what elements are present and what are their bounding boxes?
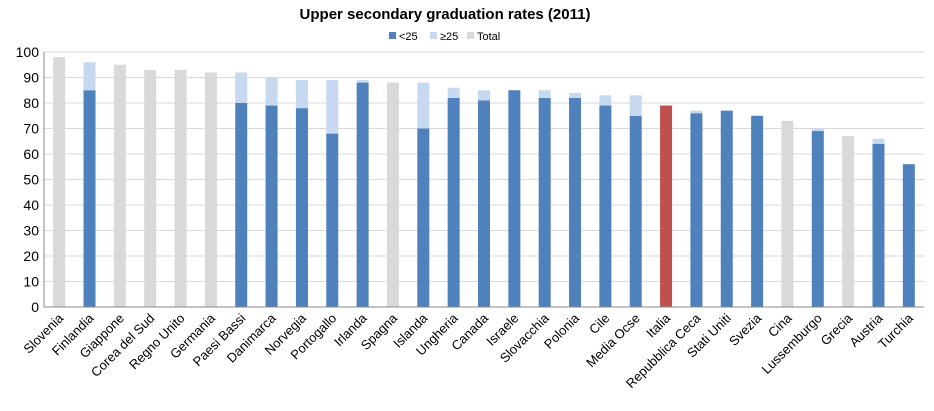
- bar-lt25-stati-uniti: [720, 110, 733, 308]
- bar-ge25-ungheria: [447, 87, 460, 98]
- bar-ge25-austria: [872, 138, 885, 144]
- x-tick-label: Polonia: [541, 310, 583, 352]
- bar-ge25-repubblica-ceca: [690, 110, 703, 114]
- bar-ge25-slovacchia: [538, 90, 551, 98]
- bar-lt25-austria: [872, 143, 885, 307]
- bar-lt25-norvegia: [295, 108, 308, 307]
- bar-lt25-finlandia: [83, 90, 96, 307]
- x-tick-label: Svezia: [726, 310, 765, 349]
- y-tick-label-70: 70: [23, 121, 39, 137]
- bar-total-corea-del-sud: [144, 69, 157, 307]
- bar-ge25-cile: [599, 95, 612, 106]
- y-tick-label-80: 80: [23, 95, 39, 111]
- bar-total-germania: [204, 72, 217, 308]
- bar-lt25-slovacchia: [538, 97, 551, 308]
- bar-total-regno-unito: [174, 69, 187, 307]
- bar-total-spagna: [386, 82, 399, 307]
- bar-lt25-danimarca: [265, 105, 278, 307]
- y-tick-label-50: 50: [23, 172, 39, 188]
- bar-ge25-finlandia: [83, 62, 96, 91]
- y-tick-label-100: 100: [16, 44, 40, 60]
- y-tick-label-30: 30: [23, 223, 39, 239]
- y-tick-label-40: 40: [23, 197, 39, 213]
- bar-lt25-cile: [599, 105, 612, 307]
- bar-lt25-svezia: [751, 115, 764, 307]
- bar-lt25-paesi-bassi: [235, 103, 248, 307]
- chart-title: Upper secondary graduation rates (2011): [300, 6, 591, 23]
- x-tick-label: Turchia: [875, 310, 916, 351]
- y-tick-label-20: 20: [23, 248, 39, 264]
- legend-label-lt25: <25: [399, 31, 418, 43]
- y-tick-label-60: 60: [23, 146, 39, 162]
- y-tick-label-10: 10: [23, 274, 39, 290]
- legend-label-total: Total: [477, 31, 500, 43]
- bar-ge25-polonia: [569, 92, 582, 98]
- bar-ge25-paesi-bassi: [235, 72, 248, 103]
- bar-total-slovenia: [53, 57, 66, 307]
- bar-ge25-islanda: [417, 82, 430, 129]
- bar-ge25-canada: [478, 90, 490, 101]
- bar-lt25-portogallo: [326, 133, 339, 307]
- bar-lt25-irlanda: [356, 82, 369, 307]
- legend-label-ge25: ≥25: [440, 31, 458, 43]
- bar-ge25-norvegia: [295, 80, 308, 109]
- bar-ge25-lussemburgo: [811, 128, 824, 132]
- bar-ge25-danimarca: [265, 77, 278, 106]
- bar-total-cina: [781, 120, 794, 307]
- bar-lt25-canada: [478, 100, 490, 307]
- bar-lt25-israele: [508, 90, 521, 307]
- legend-swatch-lt25: [389, 32, 396, 39]
- y-axis-ticks: 0 10 20 30 40 50 60 70 80 90 100: [16, 44, 40, 315]
- bars: [53, 57, 915, 308]
- legend-swatch-ge25: [430, 32, 437, 39]
- bar-total-giappone: [113, 64, 126, 307]
- bar-ge25-media-ocse: [629, 95, 642, 116]
- bar-lt25-turchia: [902, 164, 915, 307]
- bar-lt25-lussemburgo: [811, 131, 824, 307]
- y-tick-label-0: 0: [31, 299, 39, 315]
- bar-ge25-portogallo: [326, 80, 339, 134]
- legend-swatch-total: [467, 32, 474, 39]
- bar-ge25-irlanda: [356, 80, 369, 83]
- bar-total-grecia: [842, 136, 855, 307]
- bar-lt25-italia: [660, 105, 673, 307]
- legend: <25 ≥25 Total: [389, 31, 500, 43]
- bar-lt25-media-ocse: [629, 115, 642, 307]
- bar-lt25-islanda: [417, 128, 430, 307]
- bar-lt25-polonia: [569, 97, 582, 308]
- y-tick-label-90: 90: [23, 70, 39, 86]
- bar-lt25-ungheria: [447, 97, 460, 308]
- bar-lt25-repubblica-ceca: [690, 113, 703, 307]
